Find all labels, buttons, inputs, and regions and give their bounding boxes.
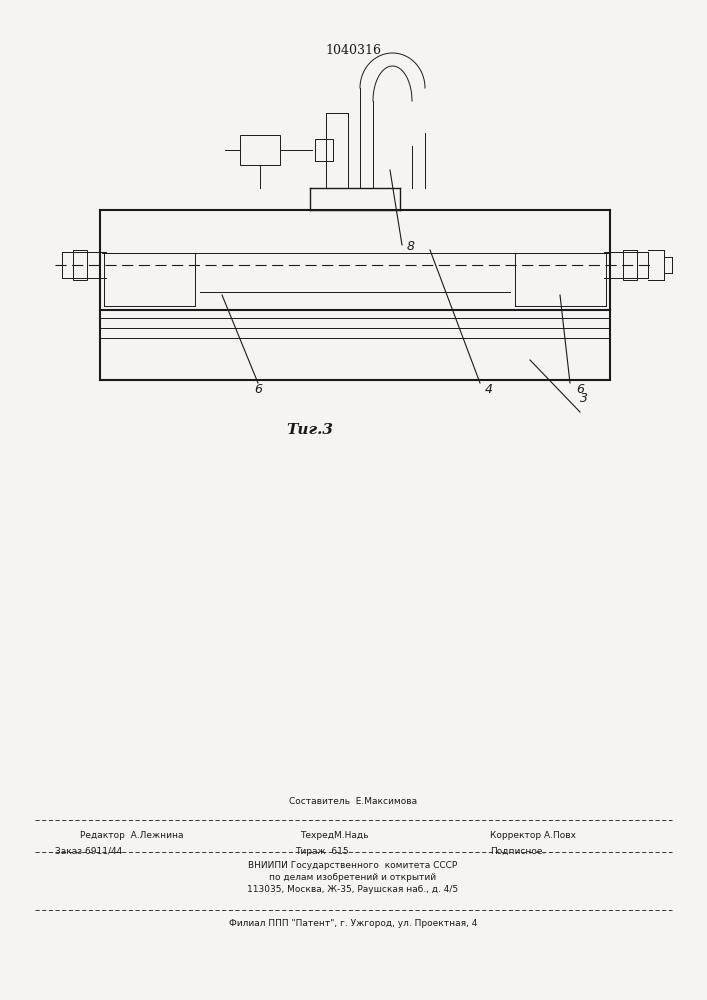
Text: Подписное.: Подписное. — [490, 846, 545, 856]
Text: Составитель  Е.Максимова: Составитель Е.Максимова — [289, 797, 417, 806]
Text: ВНИИПИ Государственного  комитета СССР: ВНИИПИ Государственного комитета СССР — [248, 860, 457, 869]
Text: 6: 6 — [576, 383, 584, 396]
Text: 1040316: 1040316 — [325, 43, 381, 56]
Text: 113035, Москва, Ж-35, Раушская наб., д. 4/5: 113035, Москва, Ж-35, Раушская наб., д. … — [247, 884, 459, 894]
Text: по делам изобретений и открытий: по делам изобретений и открытий — [269, 872, 436, 882]
Text: Редактор  А.Лежнина: Редактор А.Лежнина — [80, 832, 184, 840]
Text: ТехредМ.Надь: ТехредМ.Надь — [300, 832, 368, 840]
Text: Филиал ППП "Патент", г. Ужгород, ул. Проектная, 4: Филиал ППП "Патент", г. Ужгород, ул. Про… — [229, 920, 477, 928]
Text: Заказ 6911/44: Заказ 6911/44 — [55, 846, 122, 856]
Text: 6: 6 — [254, 383, 262, 396]
Text: 4: 4 — [485, 383, 493, 396]
Text: Тираж  615: Тираж 615 — [295, 846, 349, 856]
Bar — [240, 135, 280, 165]
Text: 8: 8 — [407, 240, 415, 253]
Text: Корректор А.Повх: Корректор А.Повх — [490, 832, 576, 840]
Bar — [623, 250, 637, 280]
Bar — [73, 250, 87, 280]
Text: 3: 3 — [580, 392, 588, 405]
Bar — [315, 139, 333, 161]
Text: Τиг.3: Τиг.3 — [286, 423, 334, 437]
